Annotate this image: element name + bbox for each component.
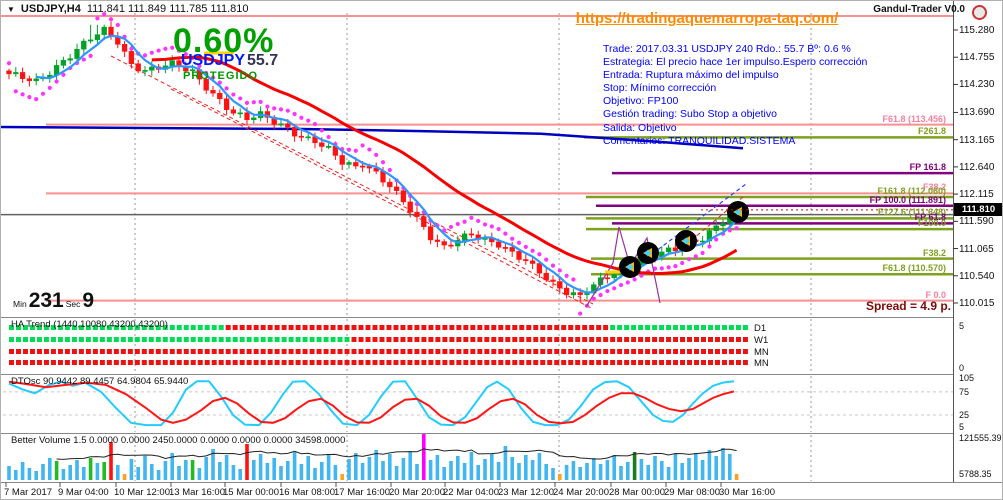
dtosc-scale-label: 25 [959,410,970,420]
price-scale-label: 111.590 [959,216,994,228]
fib-level-label: F261.8 [917,126,946,137]
symbol-timeframe-label: USDJPY,H4 [20,3,81,15]
time-axis-label: 20 Mar 20:00 [389,487,445,498]
price-scale-label: 110.015 [959,297,995,309]
spread-label: Spread = 4.9 p. [865,299,951,313]
profit-percent-label: 0.60% [173,22,275,60]
price-scale-label: 110.540 [959,270,995,282]
time-axis-label: 28 Mar 00:00 [609,487,665,498]
price-scale-label: 114.755 [959,52,995,64]
ha-scale-label: 0 [959,363,965,373]
trade-info-line: Entrada: Ruptura máximo del impulso [603,69,779,82]
price-scale-label: 111.065 [959,243,994,255]
trade-info-line: Comentarios: TRANQUILIDAD.SISTEMA [603,134,796,147]
dtosc-scale-label: 75 [959,387,970,397]
ha-trend-title: HA Trend (1440,10080,43200,43200) [11,319,168,330]
dtosc-title: DTOsc 90.9442 89.4457 64.9804 65.9440 [11,376,189,387]
countdown-seconds: 9 [82,289,95,312]
price-scale-label: 113.690 [959,107,995,119]
trade-info-line: Objetivo: FP100 [603,95,679,108]
fib-level-label: F61.8 (110.570) [882,263,946,274]
candle-countdown: Min 231 Sec 9 [13,289,95,312]
trade-info-line: Gestión trading: Subo Stop a objetivo [603,108,777,121]
ha-row-label-mn2: MN [754,358,769,369]
dtosc-scale-label: 5 [959,422,965,432]
fib-level-label: FP 61.8 [914,212,946,223]
symbol-dropdown-icon[interactable]: ▼ [7,5,15,14]
fib-level-label: F38.2 [922,247,946,258]
time-axis-label: 30 Mar 16:00 [719,487,775,498]
fib-level-label: F100.0 [917,218,946,229]
price-scale-label: 112.640 [959,161,995,173]
ea-name-label: Gandul-Trader V0.0 [873,4,965,15]
trade-info-line: Estrategia: El precio hace 1er impulso.E… [603,56,868,69]
time-axis-label: 24 Mar 20:00 [553,487,609,498]
protected-status-label: PROTEGIDO [183,70,259,82]
time-axis-label: 13 Mar 16:00 [169,487,225,498]
time-axis-label: 16 Mar 08:00 [279,487,335,498]
profit-symbol-label: USDJPY [181,52,246,69]
fib-level-label: FP 100.0 (111.891) [869,194,946,205]
fib-level-label: F61.8 (113.456) [882,113,946,124]
trade-info-line: Trade: 2017.03.31 USDJPY 240 Rdo.: 55.7 … [603,43,851,55]
countdown-minutes: 231 [28,289,64,312]
time-axis-label: 23 Mar 12:00 [498,487,554,498]
ha-scale-label: 5 [959,321,965,331]
time-axis-label: 15 Mar 00:00 [223,487,279,498]
trade-info-line: Salida: Objetivo [603,121,677,134]
time-axis-label: 22 Mar 04:00 [443,487,499,498]
countdown-min-label: Min [13,299,27,309]
time-axis-label: 7 Mar 2017 [4,487,53,498]
volume-scale-label: 5788.35 [959,469,992,479]
price-scale-label: 112.115 [959,189,994,201]
ohlc-readout: 111.841 111.849 111.785 111.810 [86,3,249,15]
volume-scale-label: 121555.39 [959,433,1002,443]
better-volume-title: Better Volume 1.5 0.0000 0.0000 2450.000… [11,435,346,446]
fib-level-label: F 0.0 [925,289,946,300]
website-link[interactable]: https://tradingaquemarropa-taq.com/ [575,10,839,27]
chart-title-bar: ▼ USDJPY,H4 111.841 111.849 111.785 111.… [7,3,249,15]
fib-level-label: F127.6 (111.648) [877,207,946,218]
price-scale-label: 115.280 [959,25,995,36]
current-price-tag: 111.810 [954,203,1002,216]
countdown-sec-label: Sec [65,299,81,309]
ha-row-label-w1: W1 [754,335,769,346]
time-axis-label: 29 Mar 08:00 [664,487,720,498]
fib-level-label: F38.2 [922,182,946,193]
price-scale-label: 113.165 [959,134,995,146]
ea-status-icon[interactable] [972,5,987,20]
trade-info-block: Trade: 2017.03.31 USDJPY 240 Rdo.: 55.7 … [603,43,867,148]
time-axis-label: 17 Mar 16:00 [334,487,390,498]
time-axis-label: 9 Mar 04:00 [58,487,109,498]
price-scale-label: 114.230 [959,79,995,91]
dtosc-scale-label: 105 [959,373,975,383]
fib-level-label: F161.8 (112.060) [877,185,946,196]
time-axis-label: 10 Mar 12:00 [114,487,170,498]
ha-row-label-mn1: MN [754,347,769,358]
trade-info-line: Stop: Mínimo corrección [603,82,717,95]
ha-row-label-d1: D1 [754,323,767,334]
fib-level-label: FP 161.8 [909,162,946,173]
profit-points-label: 55.7 [247,52,279,69]
